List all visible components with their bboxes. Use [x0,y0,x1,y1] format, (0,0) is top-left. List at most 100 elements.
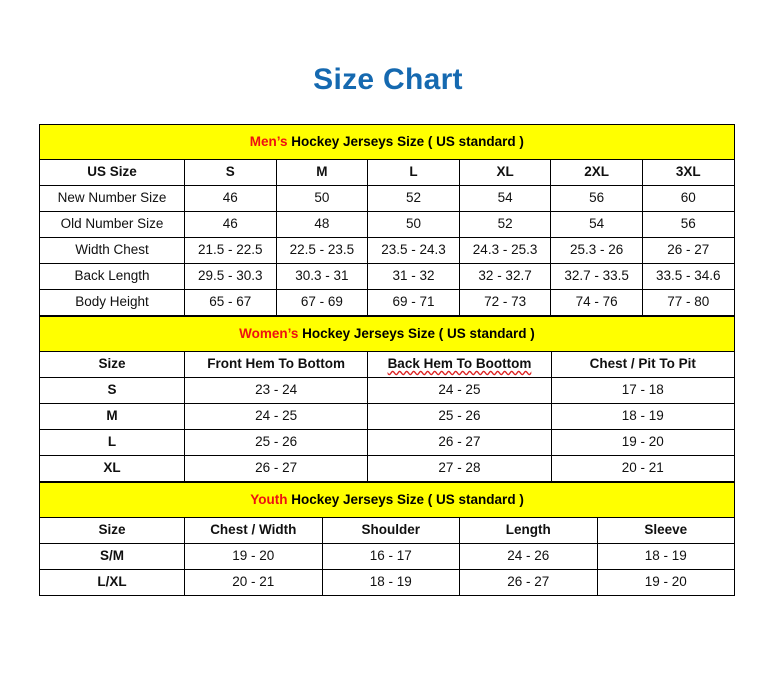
mens-row-2-value-5: 26 - 27 [641,237,735,264]
mens-row-3-value-1: 30.3 - 31 [275,263,369,290]
youth-header-cell-1: Chest / Width [184,517,323,544]
youth-row-0-value-1: 16 - 17 [321,543,460,570]
youth-banner-rest: Hockey Jerseys Size ( US standard ) [287,491,524,507]
mens-row-3-value-4: 32.7 - 33.5 [550,263,643,290]
mens-banner-rest: Hockey Jerseys Size ( US standard ) [287,133,524,149]
youth-row-1-label: L/XL [39,569,185,596]
mens-row-1-value-4: 54 [550,211,643,238]
womens-row-2-label: L [39,429,185,456]
table-row: S 23 - 24 24 - 25 17 - 18 [39,377,735,404]
womens-row-1-value-0: 24 - 25 [183,403,369,430]
mens-size-table: Men’s Hockey Jerseys Size ( US standard … [39,124,735,316]
youth-row-1-value-1: 18 - 19 [321,569,460,596]
mens-row-0-value-5: 60 [641,185,735,212]
youth-header-cell-0: Size [39,517,185,544]
table-row: Old Number Size 46 48 50 52 54 56 [39,211,735,238]
youth-row-1-value-3: 19 - 20 [596,569,736,596]
mens-row-0-value-0: 46 [184,185,277,212]
mens-row-1-value-5: 56 [641,211,735,238]
womens-row-0-value-2: 17 - 18 [550,377,735,404]
mens-row-2-value-3: 24.3 - 25.3 [458,237,552,264]
mens-row-3-value-5: 33.5 - 34.6 [641,263,735,290]
mens-row-0-value-3: 54 [458,185,552,212]
mens-row-1-value-3: 52 [458,211,552,238]
table-row: Width Chest 21.5 - 22.5 22.5 - 23.5 23.5… [39,237,735,264]
table-row: M 24 - 25 25 - 26 18 - 19 [39,403,735,430]
womens-row-0-value-1: 24 - 25 [367,377,552,404]
mens-row-2-value-0: 21.5 - 22.5 [184,237,277,264]
womens-row-0-label: S [39,377,185,404]
mens-row-0-value-2: 52 [367,185,460,212]
mens-header-row: US Size S M L XL 2XL 3XL [39,159,735,186]
mens-row-3-value-2: 31 - 32 [367,263,460,290]
womens-row-0-value-0: 23 - 24 [183,377,369,404]
womens-header-cell-2-text: Back Hem To Boottom [387,356,532,372]
table-row: Back Length 29.5 - 30.3 30.3 - 31 31 - 3… [39,263,735,290]
womens-row-2-value-2: 19 - 20 [550,429,735,456]
womens-section-banner: Women’s Hockey Jerseys Size ( US standar… [39,316,735,352]
youth-header-cell-3: Length [459,517,598,544]
mens-header-cell-5: 2XL [550,159,643,186]
womens-banner-accent: Women’s [239,325,299,341]
mens-row-3-label: Back Length [39,263,185,290]
table-row: Body Height 65 - 67 67 - 69 69 - 71 72 -… [39,289,735,316]
youth-header-row: Size Chest / Width Shoulder Length Sleev… [39,517,736,544]
mens-header-cell-3: L [367,159,460,186]
youth-section-banner: Youth Hockey Jerseys Size ( US standard … [38,482,736,518]
womens-row-3-value-2: 20 - 21 [550,455,735,482]
mens-section-banner: Men’s Hockey Jerseys Size ( US standard … [39,124,735,160]
youth-banner-accent: Youth [250,491,288,507]
womens-row-2-value-1: 26 - 27 [367,429,552,456]
mens-header-cell-2: M [275,159,369,186]
youth-row-1-value-2: 26 - 27 [459,569,598,596]
womens-header-cell-2: Back Hem To Boottom [367,351,552,378]
mens-row-4-value-0: 65 - 67 [184,289,277,316]
mens-row-4-value-5: 77 - 80 [641,289,735,316]
mens-header-cell-1: S [184,159,277,186]
womens-banner-rest: Hockey Jerseys Size ( US standard ) [298,325,535,341]
mens-row-4-label: Body Height [39,289,185,316]
youth-band-row: Youth Hockey Jerseys Size ( US standard … [38,482,736,518]
womens-header-row: Size Front Hem To Bottom Back Hem To Boo… [39,351,735,378]
mens-row-2-value-2: 23.5 - 24.3 [367,237,460,264]
page-title: Size Chart [313,63,463,96]
mens-row-1-value-0: 46 [184,211,277,238]
size-tables-container: Men’s Hockey Jerseys Size ( US standard … [38,124,736,596]
womens-band-row: Women’s Hockey Jerseys Size ( US standar… [39,316,735,352]
womens-size-table: Women’s Hockey Jerseys Size ( US standar… [39,316,735,482]
mens-row-3-value-0: 29.5 - 30.3 [184,263,277,290]
womens-row-1-value-1: 25 - 26 [367,403,552,430]
table-row: L/XL 20 - 21 18 - 19 26 - 27 19 - 20 [39,569,736,596]
womens-row-1-label: M [39,403,185,430]
youth-row-0-value-2: 24 - 26 [459,543,598,570]
mens-row-0-value-1: 50 [275,185,369,212]
mens-row-0-value-4: 56 [550,185,643,212]
mens-header-cell-4: XL [458,159,552,186]
womens-row-3-value-1: 27 - 28 [367,455,552,482]
mens-row-3-value-3: 32 - 32.7 [458,263,552,290]
womens-row-2-value-0: 25 - 26 [183,429,369,456]
womens-row-1-value-2: 18 - 19 [550,403,735,430]
womens-row-3-label: XL [39,455,185,482]
mens-band-row: Men’s Hockey Jerseys Size ( US standard … [39,124,735,160]
mens-header-cell-6: 3XL [641,159,735,186]
mens-row-1-value-2: 50 [367,211,460,238]
youth-size-table: Youth Hockey Jerseys Size ( US standard … [38,482,736,596]
womens-header-cell-1: Front Hem To Bottom [183,351,369,378]
mens-row-2-value-1: 22.5 - 23.5 [275,237,369,264]
mens-row-0-label: New Number Size [39,185,185,212]
womens-row-3-value-0: 26 - 27 [183,455,369,482]
youth-header-cell-2: Shoulder [321,517,460,544]
womens-header-cell-3: Chest / Pit To Pit [550,351,735,378]
table-row: New Number Size 46 50 52 54 56 60 [39,185,735,212]
mens-row-1-label: Old Number Size [39,211,185,238]
mens-row-2-value-4: 25.3 - 26 [550,237,643,264]
mens-row-4-value-4: 74 - 76 [550,289,643,316]
youth-row-0-value-0: 19 - 20 [184,543,323,570]
youth-row-0-label: S/M [39,543,185,570]
mens-row-4-value-3: 72 - 73 [458,289,552,316]
youth-row-1-value-0: 20 - 21 [184,569,323,596]
youth-row-0-value-3: 18 - 19 [596,543,736,570]
womens-header-cell-0: Size [39,351,185,378]
